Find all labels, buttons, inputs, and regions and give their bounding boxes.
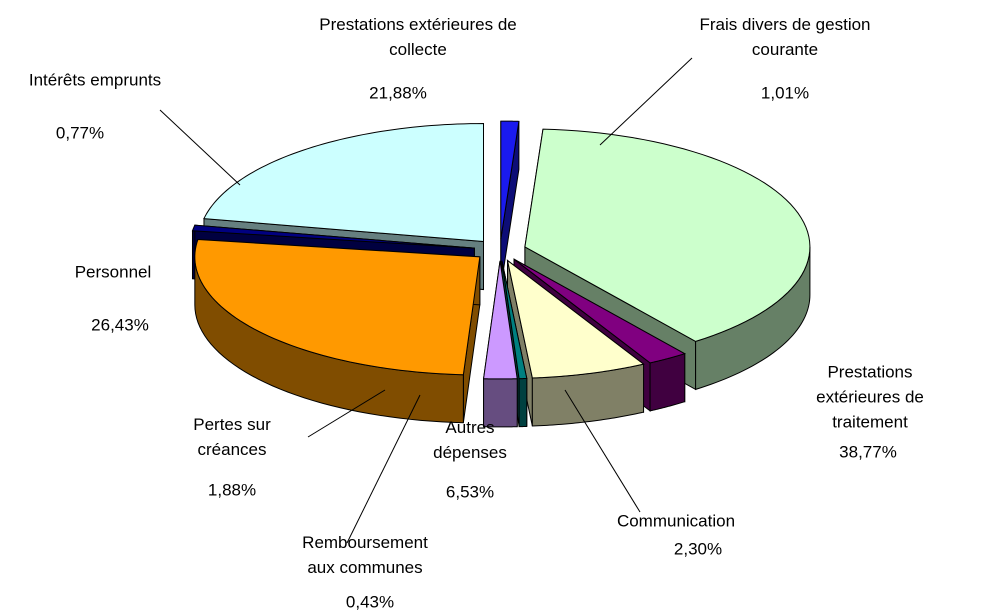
slice	[500, 120, 520, 288]
category-label: Intérêts emprunts	[28, 70, 162, 90]
slice-top	[500, 120, 520, 240]
value-label: 21,88%	[369, 83, 427, 103]
slice-top	[524, 128, 811, 342]
slice-top	[501, 260, 528, 380]
value-label: 6,53%	[445, 482, 495, 502]
value-label: 0,77%	[55, 123, 105, 143]
category-label: Prestations extérieures de traitement	[816, 362, 924, 432]
category-label: Frais divers de gestion courante	[699, 15, 871, 59]
category-label: Pertes sur créances	[193, 415, 271, 459]
category-label: Personnel	[74, 262, 152, 282]
slice-top	[506, 259, 645, 379]
slice-top	[191, 224, 475, 249]
slice	[482, 260, 518, 428]
slice-top	[203, 123, 485, 243]
leader-line	[599, 57, 693, 146]
category-label: Remboursement aux communes	[302, 533, 428, 577]
slice-top	[482, 260, 518, 380]
slice	[506, 259, 645, 427]
slice-top	[513, 258, 686, 364]
leader-line	[346, 394, 421, 544]
value-label: 38,77%	[839, 442, 897, 462]
slice-side	[518, 377, 528, 428]
slice-side	[649, 353, 686, 412]
leader-line	[159, 109, 241, 186]
leader-line	[564, 389, 641, 513]
category-label: Prestations extérieures de collecte	[319, 15, 517, 59]
value-label: 1,01%	[760, 83, 810, 103]
value-label: 26,43%	[91, 315, 149, 335]
slice	[194, 238, 481, 424]
slice-top	[194, 239, 481, 376]
value-label: 2,30%	[673, 539, 723, 559]
category-label: Autres dépenses	[433, 418, 507, 462]
leader-line	[307, 389, 386, 438]
value-label: 0,43%	[345, 592, 395, 610]
value-label: 1,88%	[207, 480, 257, 500]
category-label: Communication	[616, 511, 736, 531]
